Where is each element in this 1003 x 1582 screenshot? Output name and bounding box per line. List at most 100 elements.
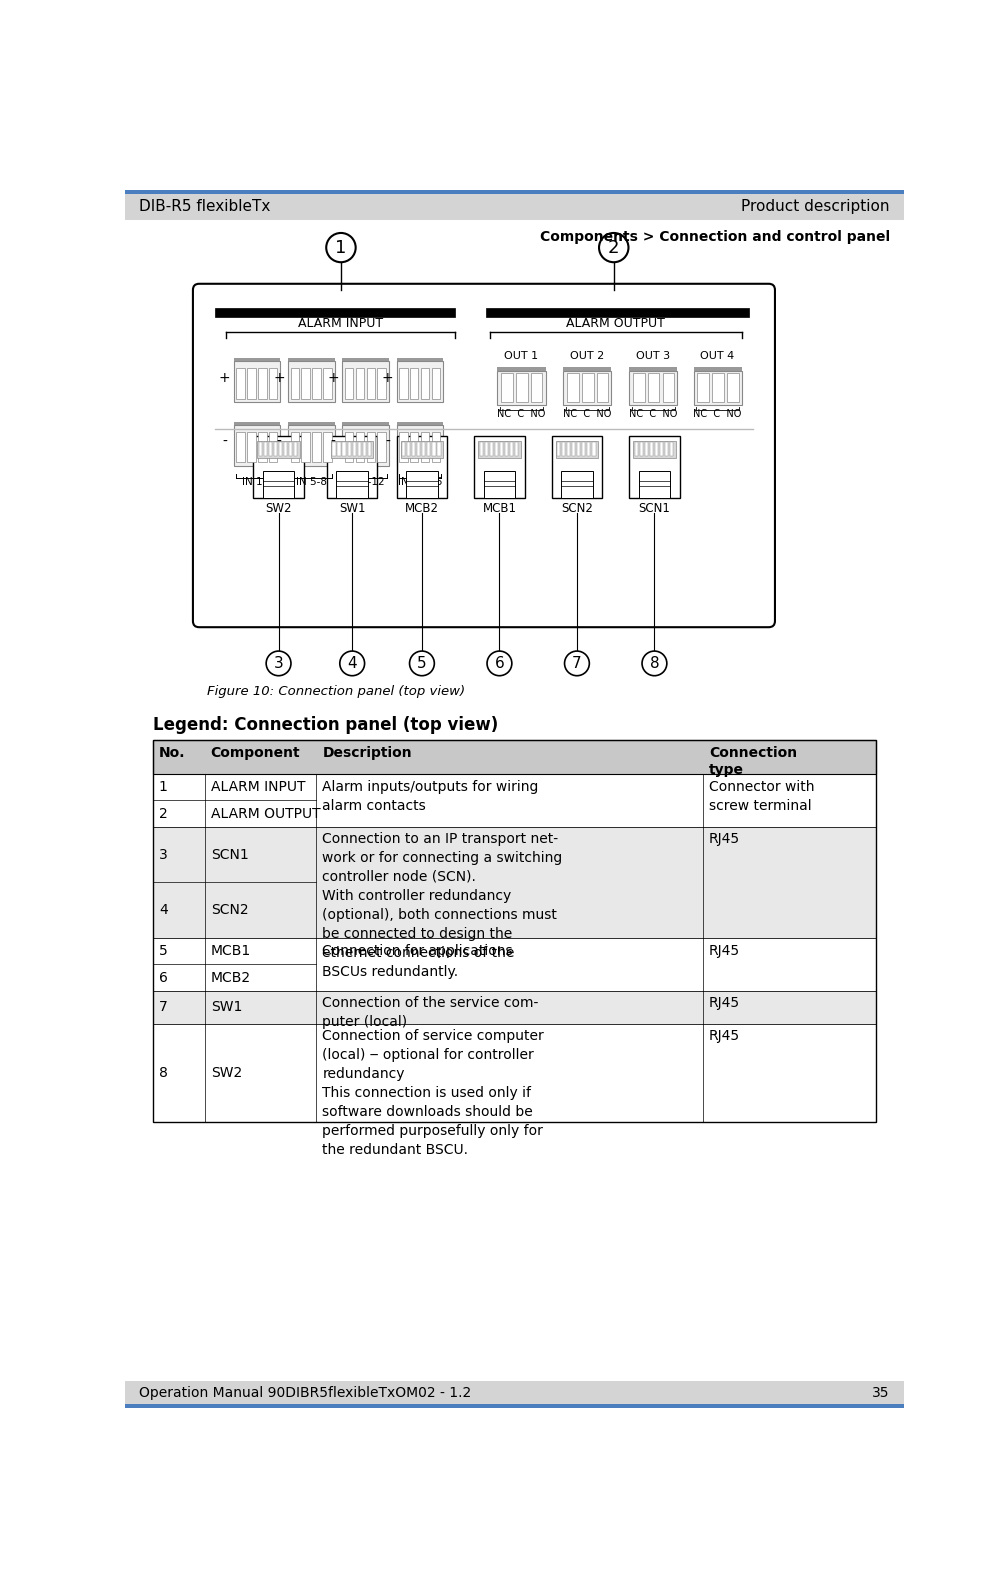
Text: Connection of the service com-
puter (local): Connection of the service com- puter (lo… <box>322 997 539 1028</box>
Text: 7: 7 <box>572 657 581 671</box>
Bar <box>342 364 388 369</box>
Bar <box>634 443 637 456</box>
Bar <box>473 437 525 498</box>
Bar <box>638 471 670 498</box>
Bar <box>629 367 677 370</box>
Bar <box>662 373 674 402</box>
Text: +: + <box>219 372 231 384</box>
Bar <box>693 367 741 370</box>
Bar <box>269 443 272 456</box>
Bar <box>711 373 723 402</box>
Text: No.: No. <box>158 745 186 759</box>
Bar <box>396 361 442 402</box>
Bar <box>396 427 442 432</box>
Bar <box>497 367 545 370</box>
Bar <box>494 443 497 456</box>
Bar <box>396 358 442 364</box>
Bar <box>572 443 575 456</box>
Bar <box>697 373 708 402</box>
Bar <box>505 443 508 456</box>
Bar <box>342 443 345 456</box>
Bar <box>152 740 876 774</box>
Bar <box>332 443 335 456</box>
Bar <box>234 427 280 432</box>
Bar <box>288 364 334 369</box>
Text: +: + <box>273 372 285 384</box>
Text: ALARM OUTPUT: ALARM OUTPUT <box>566 316 664 331</box>
Bar <box>264 443 267 456</box>
Text: SW2: SW2 <box>211 1066 242 1081</box>
Bar <box>561 471 592 498</box>
Bar <box>562 443 565 456</box>
Text: 4: 4 <box>347 657 357 671</box>
Bar <box>125 193 903 220</box>
Bar <box>402 443 405 456</box>
Bar <box>258 432 266 462</box>
Bar <box>342 424 388 465</box>
Bar <box>337 443 340 456</box>
Text: SW1: SW1 <box>211 1000 242 1014</box>
Bar <box>352 443 355 456</box>
Bar <box>629 370 677 405</box>
Text: SCN1: SCN1 <box>638 501 670 514</box>
Bar <box>342 361 388 402</box>
Bar <box>342 422 388 427</box>
Text: 5: 5 <box>158 944 168 959</box>
Bar <box>629 437 679 498</box>
Bar <box>269 367 277 399</box>
Bar <box>234 424 280 465</box>
Bar <box>427 443 430 456</box>
Text: RJ45: RJ45 <box>708 1030 739 1043</box>
Text: MCB2: MCB2 <box>404 501 438 514</box>
Bar <box>347 443 350 456</box>
Bar <box>633 441 675 457</box>
Bar <box>288 427 334 432</box>
Bar <box>582 443 585 456</box>
Bar <box>596 373 608 402</box>
Text: Description: Description <box>322 745 411 759</box>
Bar <box>259 443 262 456</box>
Text: SCN1: SCN1 <box>211 848 249 862</box>
Bar <box>258 367 266 399</box>
Circle shape <box>641 652 666 676</box>
Bar <box>483 471 515 498</box>
Text: +: + <box>381 372 393 384</box>
Bar <box>247 367 256 399</box>
Text: -: - <box>276 435 281 449</box>
Bar <box>234 361 280 402</box>
Circle shape <box>339 652 364 676</box>
Bar <box>398 367 407 399</box>
Bar <box>409 432 418 462</box>
Text: ALARM INPUT: ALARM INPUT <box>298 316 383 331</box>
Bar <box>152 990 876 1024</box>
Bar <box>355 432 364 462</box>
Text: DIB-R5 flexibleTx: DIB-R5 flexibleTx <box>139 199 271 214</box>
Bar <box>437 443 440 456</box>
Text: RJ45: RJ45 <box>708 944 739 957</box>
Text: 1: 1 <box>158 780 168 794</box>
Text: RJ45: RJ45 <box>708 997 739 1009</box>
Bar <box>288 422 334 427</box>
Text: Operation Manual 90DIBR5flexibleTxOM02 - 1.2: Operation Manual 90DIBR5flexibleTxOM02 -… <box>139 1386 471 1400</box>
Bar <box>323 432 331 462</box>
Text: ALARM OUTPUT: ALARM OUTPUT <box>211 807 320 821</box>
Text: Figure 10: Connection panel (top view): Figure 10: Connection panel (top view) <box>207 685 464 698</box>
Bar <box>274 443 277 456</box>
Bar <box>407 443 410 456</box>
Text: NC  C  NO: NC C NO <box>629 410 677 419</box>
Text: NC  C  NO: NC C NO <box>693 410 741 419</box>
Bar <box>344 432 353 462</box>
Bar <box>247 432 256 462</box>
Bar <box>422 443 425 456</box>
Text: 5: 5 <box>416 657 426 671</box>
Text: 35: 35 <box>872 1386 889 1400</box>
Bar <box>432 443 435 456</box>
Bar <box>234 422 280 427</box>
Bar <box>290 432 299 462</box>
Text: IN 9-12: IN 9-12 <box>347 478 384 487</box>
Bar <box>236 367 245 399</box>
Text: SW2: SW2 <box>265 501 292 514</box>
Text: IN 5-8: IN 5-8 <box>296 478 327 487</box>
Bar <box>420 367 429 399</box>
Bar <box>563 370 611 405</box>
